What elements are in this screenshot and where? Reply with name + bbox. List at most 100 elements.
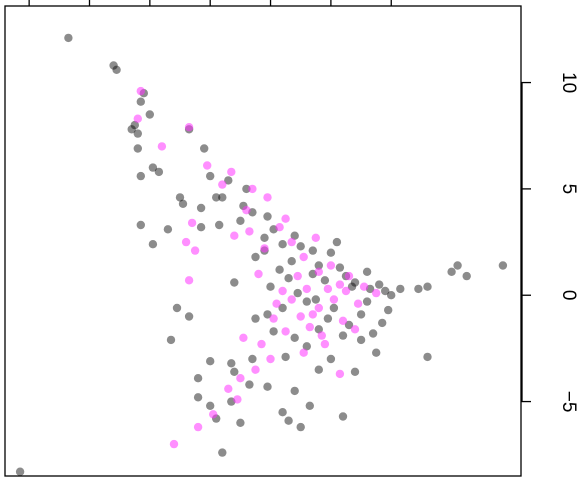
data-point-s0-110 bbox=[323, 314, 333, 323]
data-point-s0-67 bbox=[263, 382, 272, 391]
data-point-s0-77 bbox=[296, 422, 305, 432]
data-point-s1-55 bbox=[311, 233, 320, 242]
y-tick-label-3: 10 bbox=[558, 72, 579, 93]
data-point-s0-91 bbox=[314, 365, 323, 374]
data-point-s0-42 bbox=[375, 280, 384, 289]
data-point-s1-50 bbox=[323, 284, 333, 294]
data-point-s1-33 bbox=[251, 365, 260, 374]
data-point-s1-36 bbox=[233, 395, 242, 404]
data-point-s0-43 bbox=[381, 286, 390, 296]
data-point-s0-11 bbox=[133, 144, 142, 153]
data-point-s0-32 bbox=[260, 233, 269, 242]
data-point-s0-114 bbox=[384, 305, 393, 315]
data-point-s0-27 bbox=[215, 220, 224, 230]
data-point-s1-44 bbox=[314, 267, 323, 276]
data-point-s1-10 bbox=[275, 223, 284, 232]
data-point-s1-56 bbox=[242, 206, 251, 215]
data-point-s1-25 bbox=[269, 314, 278, 323]
data-point-s0-6 bbox=[130, 120, 139, 130]
data-point-s0-29 bbox=[163, 225, 173, 234]
data-point-s1-34 bbox=[236, 374, 245, 383]
data-point-s0-75 bbox=[236, 418, 245, 427]
data-point-s0-95 bbox=[329, 303, 339, 313]
data-point-s0-15 bbox=[206, 171, 215, 181]
data-point-s0-98 bbox=[326, 354, 336, 364]
data-point-s0-107 bbox=[308, 246, 317, 255]
data-point-s0-58 bbox=[356, 335, 366, 345]
data-point-s1-27 bbox=[305, 322, 314, 332]
data-point-s0-68 bbox=[290, 386, 299, 396]
data-point-s0-108 bbox=[332, 237, 342, 247]
data-point-s1-12 bbox=[230, 231, 239, 240]
data-point-s1-14 bbox=[181, 237, 191, 247]
points-layer bbox=[15, 33, 508, 476]
data-point-s0-100 bbox=[356, 310, 366, 319]
data-point-s0-31 bbox=[136, 220, 145, 230]
data-point-s0-79 bbox=[218, 448, 227, 457]
data-point-s0-109 bbox=[230, 278, 239, 287]
data-point-s0-56 bbox=[314, 325, 323, 334]
data-point-s0-73 bbox=[193, 393, 203, 402]
data-point-s1-15 bbox=[260, 244, 269, 253]
data-point-s0-33 bbox=[278, 240, 287, 249]
data-point-s1-42 bbox=[190, 246, 200, 255]
data-point-s0-12 bbox=[148, 163, 158, 172]
data-point-s0-90 bbox=[498, 261, 508, 270]
data-point-s0-69 bbox=[305, 401, 314, 410]
data-point-s0-44 bbox=[396, 284, 405, 294]
data-point-s1-4 bbox=[203, 161, 212, 170]
data-point-s1-48 bbox=[308, 310, 317, 319]
data-point-s0-62 bbox=[227, 359, 236, 368]
data-point-s0-37 bbox=[314, 261, 323, 270]
data-point-s0-17 bbox=[242, 184, 251, 194]
data-point-s1-40 bbox=[239, 333, 248, 342]
data-point-s0-22 bbox=[196, 203, 206, 213]
data-point-s1-31 bbox=[299, 348, 308, 357]
data-point-s1-6 bbox=[227, 167, 236, 177]
axes-layer: −5 0 5 10 bbox=[28, 0, 579, 413]
data-point-s0-101 bbox=[347, 282, 357, 291]
data-point-s0-85 bbox=[423, 282, 432, 291]
data-point-s0-54 bbox=[263, 310, 272, 319]
data-point-s0-112 bbox=[344, 320, 354, 330]
data-point-s1-16 bbox=[299, 252, 308, 262]
data-point-s0-20 bbox=[175, 193, 185, 202]
data-point-s0-99 bbox=[350, 367, 360, 376]
data-point-s0-25 bbox=[263, 212, 272, 221]
data-point-s0-80 bbox=[15, 467, 25, 476]
data-point-s0-30 bbox=[148, 240, 158, 249]
data-point-s0-28 bbox=[196, 223, 206, 232]
y-tick-label-0: −5 bbox=[558, 391, 579, 413]
data-point-s0-2 bbox=[112, 65, 121, 75]
data-point-s1-47 bbox=[254, 269, 263, 279]
data-point-s1-1 bbox=[133, 114, 142, 123]
data-point-s0-39 bbox=[335, 263, 345, 272]
data-point-s1-59 bbox=[317, 331, 326, 340]
data-point-s0-89 bbox=[447, 267, 456, 276]
data-point-s0-13 bbox=[136, 171, 145, 181]
data-point-s0-72 bbox=[206, 401, 215, 410]
data-point-s1-49 bbox=[278, 286, 287, 296]
data-point-s0-63 bbox=[206, 357, 215, 366]
data-point-s0-97 bbox=[290, 333, 299, 342]
data-point-s0-96 bbox=[269, 327, 278, 336]
data-point-s0-86 bbox=[453, 261, 462, 270]
data-point-s0-66 bbox=[245, 380, 254, 389]
data-point-s1-22 bbox=[302, 284, 311, 294]
data-point-s0-41 bbox=[362, 267, 372, 276]
data-point-s0-50 bbox=[266, 282, 275, 291]
data-point-s0-57 bbox=[338, 331, 348, 340]
data-point-s1-9 bbox=[281, 214, 290, 223]
data-point-s1-2 bbox=[157, 142, 167, 151]
data-point-s0-14 bbox=[154, 167, 164, 177]
data-point-s1-3 bbox=[184, 123, 194, 132]
data-point-s1-35 bbox=[224, 384, 233, 393]
data-point-s0-21 bbox=[218, 193, 227, 202]
data-point-s0-87 bbox=[423, 352, 432, 362]
data-point-s0-53 bbox=[278, 303, 287, 313]
data-point-s0-70 bbox=[278, 408, 287, 417]
data-point-s0-5 bbox=[136, 97, 145, 106]
data-point-s1-46 bbox=[287, 237, 296, 247]
data-point-s1-45 bbox=[329, 295, 339, 304]
